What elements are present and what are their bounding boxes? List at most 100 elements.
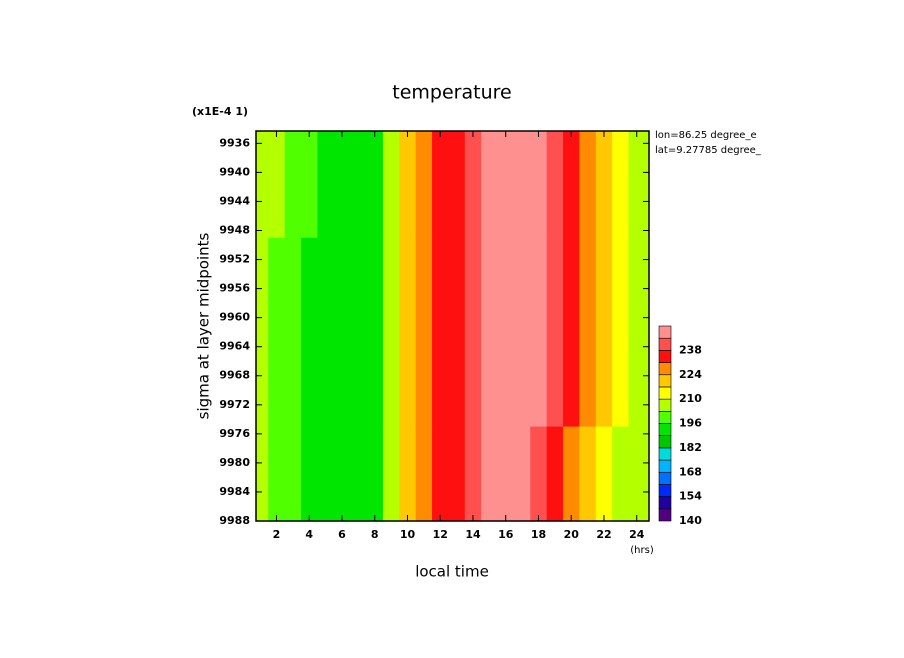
contour-cell: [268, 237, 286, 428]
contour-cell: [513, 426, 531, 522]
contour-cell: [317, 237, 335, 428]
colorbar-box: [658, 471, 672, 485]
x-tick-label: 8: [371, 528, 379, 541]
contour-cell: [497, 131, 515, 239]
x-tick-label: 10: [400, 528, 416, 541]
contour-cell: [415, 131, 433, 239]
contour-cell: [546, 237, 564, 428]
contour-cell: [333, 426, 351, 522]
x-tick-label: 24: [629, 528, 645, 541]
x-tick-label: 22: [596, 528, 611, 541]
contour-cell: [415, 426, 433, 522]
contour-cell: [399, 426, 417, 522]
contour-cell: [350, 237, 368, 428]
chart-title: temperature: [392, 82, 511, 104]
contour-cell: [366, 237, 384, 428]
scale-note: (x1E-4 1): [192, 105, 248, 118]
x-tick-label: 6: [338, 528, 346, 541]
y-tick-label: 9980: [219, 456, 250, 469]
contour-fill: [256, 131, 650, 522]
annotation: lon=86.25 degree_e: [655, 130, 757, 141]
contour-cell: [595, 426, 613, 522]
contour-cell: [399, 131, 417, 239]
colorbar-box: [658, 423, 672, 436]
contour-cell: [432, 237, 450, 428]
contour-cell: [497, 426, 515, 522]
y-tick-label: 9988: [219, 514, 250, 527]
contour-cell: [546, 131, 564, 239]
contour-cell: [268, 131, 286, 239]
x-tick-label: 12: [433, 528, 448, 541]
contour-cell: [563, 426, 581, 522]
y-tick-label: 9964: [219, 340, 250, 353]
y-tick-label: 9944: [219, 194, 250, 207]
contour-cell: [464, 426, 482, 522]
contour-cell: [595, 131, 613, 239]
contour-cell: [284, 237, 302, 428]
colorbar-label: 168: [679, 465, 702, 478]
contour-cell: [579, 237, 597, 428]
contour-cell: [464, 131, 482, 239]
colorbar-box: [658, 374, 672, 388]
colorbar-box: [658, 350, 672, 363]
colorbar-box: [658, 508, 672, 522]
y-tick-label: 9960: [219, 311, 250, 324]
contour-cell: [595, 237, 613, 428]
contour-cell: [530, 426, 548, 522]
contour-cell: [612, 237, 630, 428]
colorbar-box: [658, 447, 672, 461]
colorbar-label: 238: [679, 343, 702, 356]
x-tick-label: 4: [305, 528, 313, 541]
contour-cell: [448, 426, 466, 522]
contour-cell: [579, 131, 597, 239]
y-tick-label: 9940: [219, 165, 250, 178]
contour-cell: [382, 131, 400, 239]
contour-cell: [546, 426, 564, 522]
contour-cell: [256, 237, 269, 428]
x-axis-label: local time: [415, 563, 489, 581]
contour-cell: [301, 131, 319, 239]
contour-cell: [399, 237, 417, 428]
x-tick-label: 20: [564, 528, 580, 541]
contour-cell: [317, 131, 335, 239]
x-unit: (hrs): [630, 545, 654, 556]
contour-cell: [481, 131, 499, 239]
colorbar-box: [658, 459, 672, 473]
contour-cell: [350, 131, 368, 239]
contour-cell: [481, 237, 499, 428]
contour-cell: [628, 131, 650, 239]
contour-cell: [333, 131, 351, 239]
contour-cell: [366, 426, 384, 522]
colorbar-label: 196: [679, 417, 702, 430]
annotation: lat=9.27785 degree_: [655, 145, 762, 156]
contour-cell: [256, 426, 269, 522]
x-tick-label: 2: [273, 528, 281, 541]
colorbar-box: [658, 386, 672, 400]
y-tick-label: 9948: [219, 223, 250, 236]
colorbar-label: 140: [679, 514, 702, 527]
contour-cell: [513, 131, 531, 239]
contour-cell: [579, 426, 597, 522]
contour-cell: [366, 131, 384, 239]
contour-cell: [382, 426, 400, 522]
contour-cell: [284, 131, 302, 239]
y-tick-label: 9936: [219, 136, 250, 149]
contour-cell: [448, 131, 466, 239]
x-tick-label: 14: [465, 528, 481, 541]
contour-cell: [284, 426, 302, 522]
contour-cell: [301, 237, 319, 428]
colorbar-box: [658, 484, 672, 497]
contour-cell: [268, 426, 286, 522]
colorbar-label: 210: [679, 392, 702, 405]
y-tick-label: 9952: [219, 253, 250, 266]
contour-cell: [563, 237, 581, 428]
y-tick-label: 9972: [219, 398, 250, 411]
contour-cell: [432, 131, 450, 239]
contour-cell: [563, 131, 581, 239]
contour-cell: [415, 237, 433, 428]
colorbar-box: [658, 411, 672, 424]
colorbar-box: [658, 325, 672, 339]
contour-cell: [628, 426, 650, 522]
contour-cell: [350, 426, 368, 522]
